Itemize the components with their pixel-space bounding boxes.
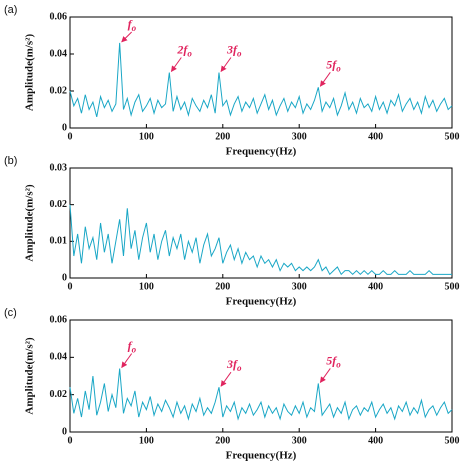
panel-label: (b) xyxy=(4,155,17,167)
y-tick-label: 0.02 xyxy=(50,199,68,210)
annotation-subscript: o xyxy=(237,49,242,59)
annotation: fo xyxy=(128,338,137,354)
annotation-arrow xyxy=(121,353,133,369)
annotation-label: 3f xyxy=(226,357,238,371)
plot-frame xyxy=(69,167,453,279)
annotation: 2fo xyxy=(176,42,192,58)
y-tick-label: 0.06 xyxy=(50,11,68,22)
y-axis-label: Amplitude(m/s²) xyxy=(24,337,36,415)
x-tick-label: 100 xyxy=(139,281,154,292)
y-axis-label: Amplitude(m/s²) xyxy=(24,34,36,112)
annotation-label: 5f xyxy=(326,353,337,367)
panel-label: (c) xyxy=(4,307,17,319)
annotation-arrow xyxy=(170,57,182,72)
spectrum-line xyxy=(69,204,452,276)
x-axis-label: Frequency(Hz) xyxy=(226,296,297,308)
annotation-subscript: o xyxy=(187,49,192,59)
annotation-label: 3f xyxy=(226,42,238,56)
annotation-arrow xyxy=(220,371,232,387)
plot-frame xyxy=(69,16,453,129)
x-tick-label: 0 xyxy=(68,281,73,292)
x-tick-label: 0 xyxy=(68,435,73,446)
y-tick-label: 0 xyxy=(62,122,67,133)
y-axis-label: Amplitude(m/s²) xyxy=(24,184,36,262)
x-tick-label: 200 xyxy=(215,435,230,446)
x-tick-label: 100 xyxy=(139,131,154,142)
x-tick-label: 300 xyxy=(292,435,307,446)
x-tick-label: 500 xyxy=(445,435,460,446)
y-tick-label: 0.01 xyxy=(50,236,68,247)
x-tick-label: 200 xyxy=(215,131,230,142)
y-tick-label: 0.04 xyxy=(50,48,68,59)
x-tick-label: 500 xyxy=(445,281,460,292)
annotation-subscript: o xyxy=(336,360,341,370)
annotation-arrow xyxy=(220,57,232,72)
spectrum-line xyxy=(69,42,453,118)
spectrum-line xyxy=(69,368,453,421)
annotation-label: 2f xyxy=(176,42,188,56)
y-tick-label: 0.02 xyxy=(50,85,68,96)
y-tick-label: 0.03 xyxy=(50,162,68,173)
plot-frame xyxy=(69,319,453,433)
annotation-arrow xyxy=(319,72,331,87)
x-tick-label: 300 xyxy=(292,131,307,142)
x-tick-label: 400 xyxy=(368,131,383,142)
annotation: 5fo xyxy=(326,57,341,73)
panel-label: (a) xyxy=(4,4,17,16)
annotation-subscript: o xyxy=(336,63,341,73)
annotation-label: f xyxy=(128,17,133,31)
y-tick-label: 0.02 xyxy=(50,389,68,400)
x-tick-label: 400 xyxy=(368,435,383,446)
x-tick-label: 200 xyxy=(215,281,230,292)
annotation: 3fo xyxy=(226,357,242,373)
annotation-subscript: o xyxy=(132,345,137,355)
x-tick-label: 300 xyxy=(292,281,307,292)
x-axis-label: Frequency(Hz) xyxy=(226,146,297,158)
y-tick-label: 0.04 xyxy=(50,352,68,363)
annotation-arrow xyxy=(121,31,133,43)
y-tick-label: 0 xyxy=(62,272,67,283)
annotation: fo xyxy=(128,17,137,33)
x-axis-label: Frequency(Hz) xyxy=(226,450,297,462)
annotation-arrow xyxy=(319,368,331,383)
x-tick-label: 400 xyxy=(368,281,383,292)
x-tick-label: 100 xyxy=(139,435,154,446)
annotation-subscript: o xyxy=(237,363,242,373)
annotation: 3fo xyxy=(226,42,242,58)
annotation-label: f xyxy=(128,338,133,352)
x-tick-label: 500 xyxy=(445,131,460,142)
annotation-subscript: o xyxy=(132,23,137,33)
y-tick-label: 0.06 xyxy=(50,314,68,325)
y-tick-label: 0 xyxy=(62,426,67,437)
annotation-label: 5f xyxy=(326,57,337,71)
annotation: 5fo xyxy=(326,353,341,369)
x-tick-label: 0 xyxy=(68,131,73,142)
